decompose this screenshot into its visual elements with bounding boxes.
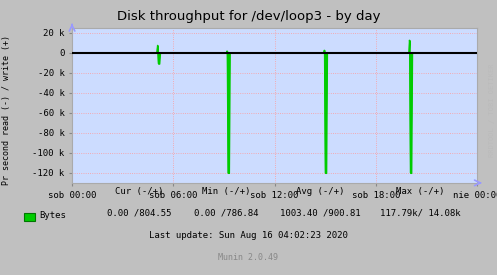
Text: RRDTOOL / TOBI OETIKER: RRDTOOL / TOBI OETIKER — [489, 63, 495, 157]
Text: Avg (-/+): Avg (-/+) — [296, 187, 345, 196]
Text: Min (-/+): Min (-/+) — [202, 187, 250, 196]
Text: 0.00 /786.84: 0.00 /786.84 — [194, 209, 258, 218]
Text: Cur (-/+): Cur (-/+) — [115, 187, 164, 196]
Text: 1003.40 /900.81: 1003.40 /900.81 — [280, 209, 361, 218]
Text: Pr second read (-) / write (+): Pr second read (-) / write (+) — [2, 35, 11, 185]
Text: Munin 2.0.49: Munin 2.0.49 — [219, 253, 278, 262]
Text: 117.79k/ 14.08k: 117.79k/ 14.08k — [380, 209, 460, 218]
Text: Max (-/+): Max (-/+) — [396, 187, 444, 196]
Text: 0.00 /804.55: 0.00 /804.55 — [107, 209, 171, 218]
Text: Last update: Sun Aug 16 04:02:23 2020: Last update: Sun Aug 16 04:02:23 2020 — [149, 231, 348, 240]
Text: Disk throughput for /dev/loop3 - by day: Disk throughput for /dev/loop3 - by day — [117, 10, 380, 23]
Text: Bytes: Bytes — [39, 211, 66, 220]
